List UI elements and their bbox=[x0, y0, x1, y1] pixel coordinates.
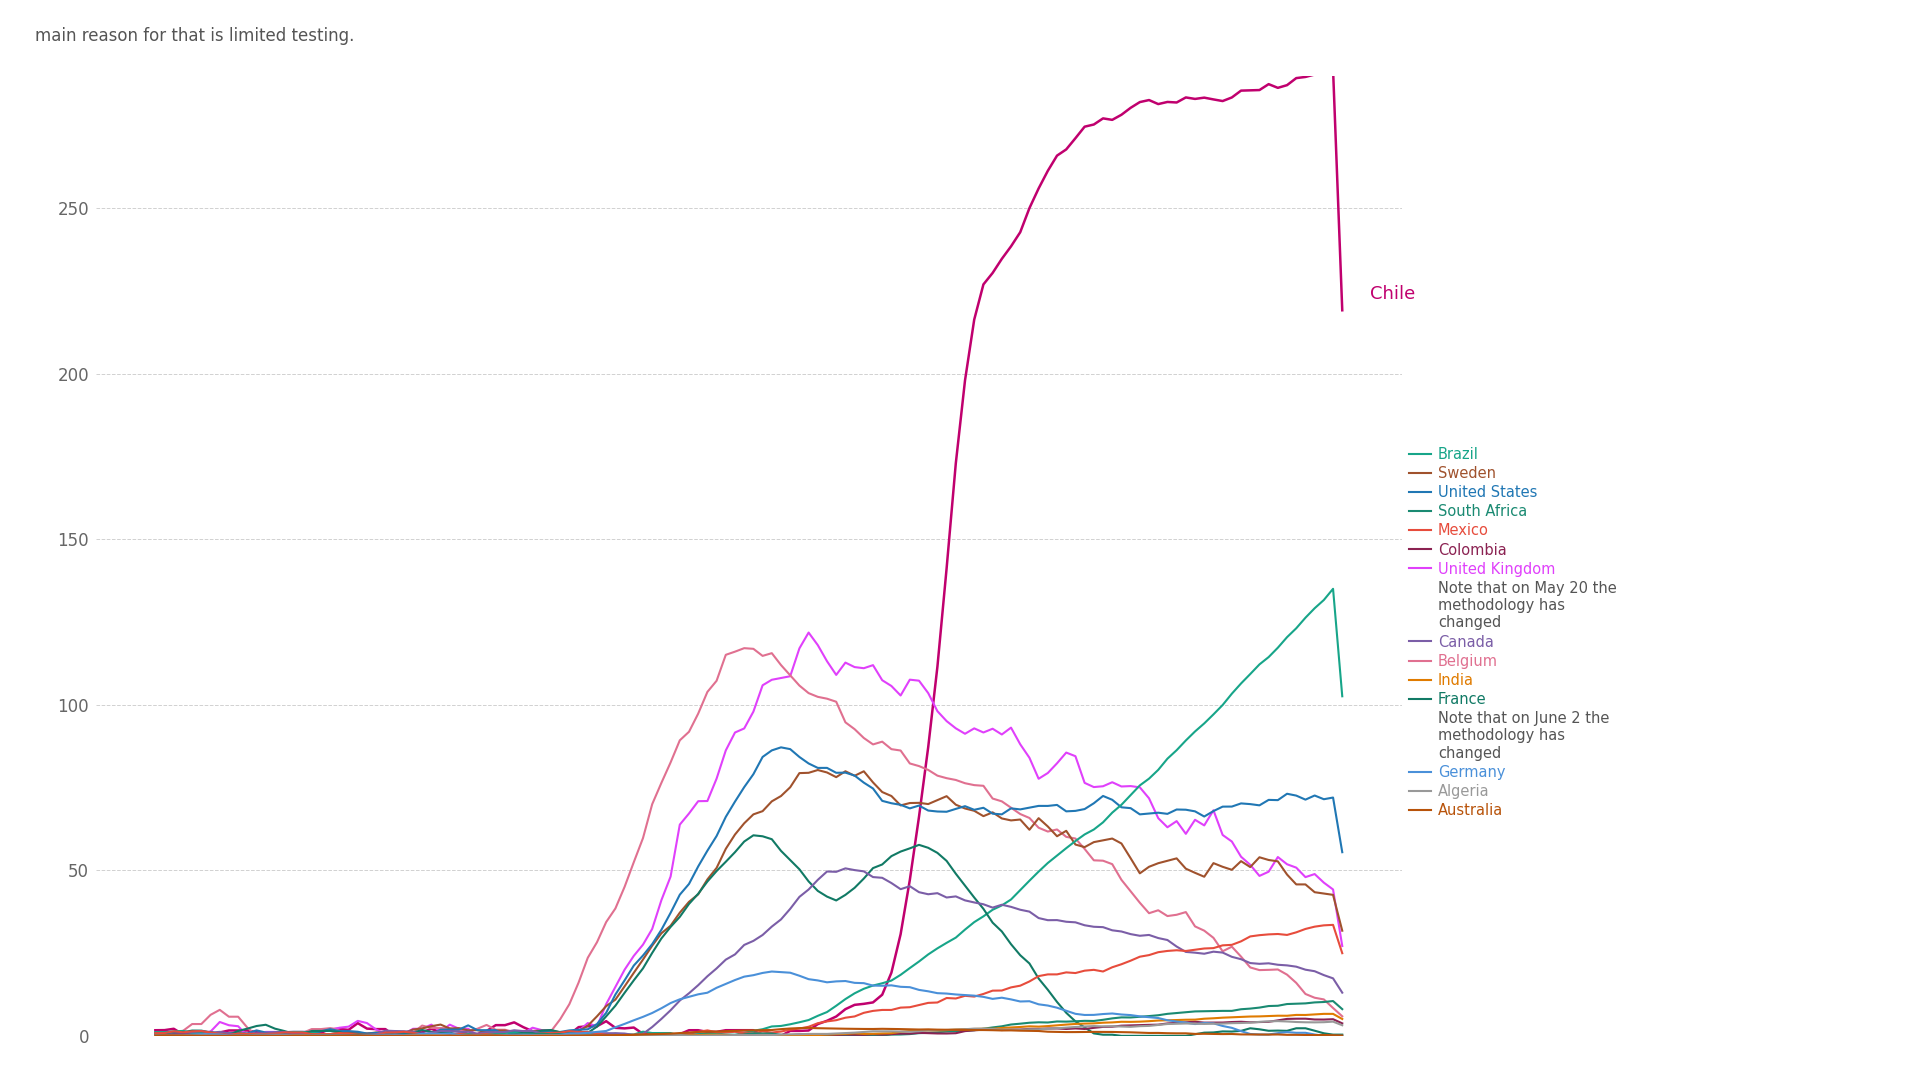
Legend: Brazil, Sweden, United States, South Africa, Mexico, Colombia, United Kingdom, N: Brazil, Sweden, United States, South Afr… bbox=[1409, 447, 1617, 818]
Text: main reason for that is limited testing.: main reason for that is limited testing. bbox=[35, 27, 353, 45]
Text: Chile: Chile bbox=[1369, 285, 1415, 303]
